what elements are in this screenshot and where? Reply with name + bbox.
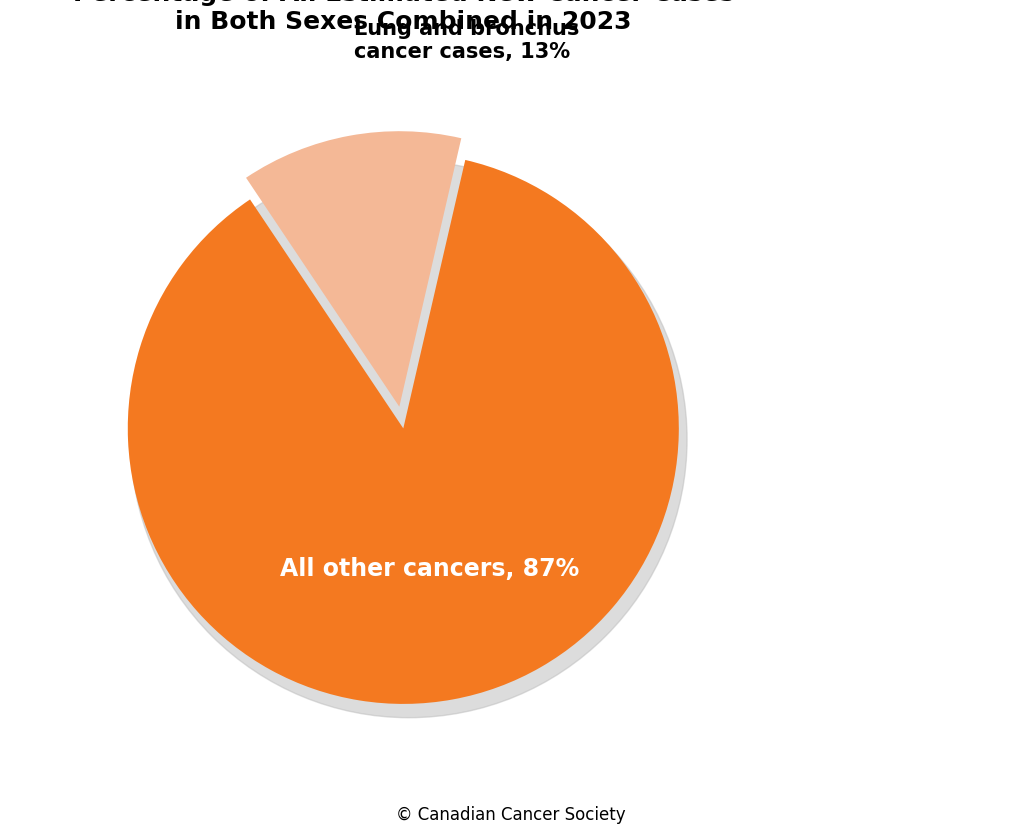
- Wedge shape: [246, 131, 461, 407]
- Text: Lung and bronchus
cancer cases, 13%: Lung and bronchus cancer cases, 13%: [354, 19, 580, 62]
- Wedge shape: [128, 160, 679, 704]
- Title: Percentage of All Estimated New Cancer Cases
in Both Sexes Combined in 2023: Percentage of All Estimated New Cancer C…: [72, 0, 734, 34]
- Ellipse shape: [131, 161, 687, 717]
- Text: © Canadian Cancer Society: © Canadian Cancer Society: [396, 806, 625, 824]
- Text: All other cancers, 87%: All other cancers, 87%: [280, 557, 579, 581]
